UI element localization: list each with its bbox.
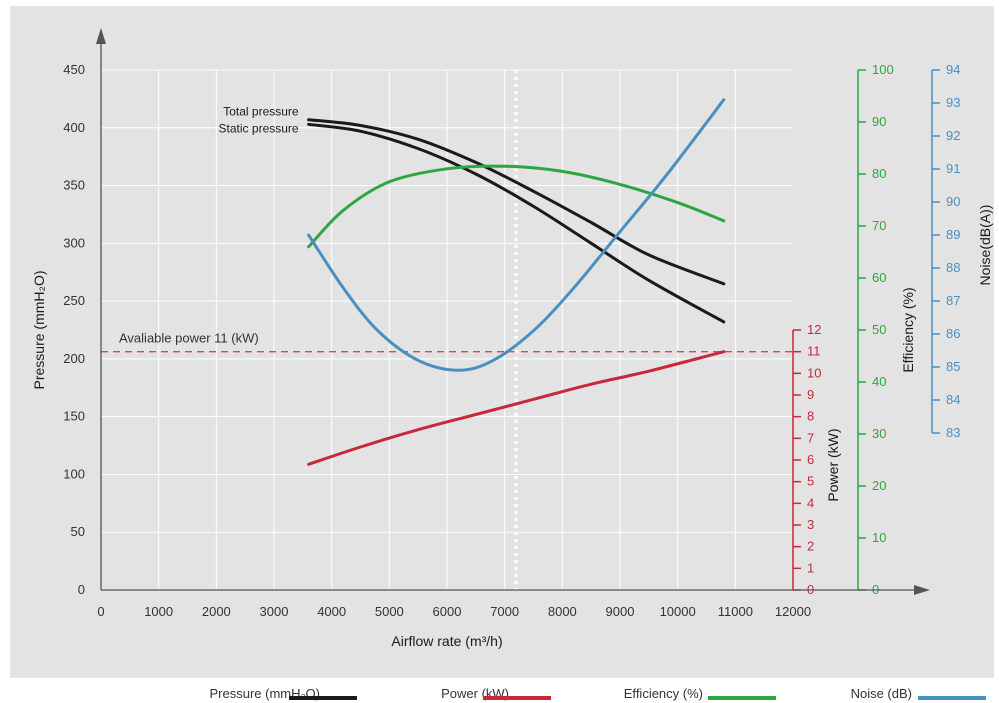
pressure-tick-label-250: 250 — [63, 293, 85, 308]
x-axis-title: Airflow rate (m³/h) — [391, 633, 502, 649]
power-tick-label-7: 7 — [807, 430, 814, 445]
axes: 0 1000 2000 3000 4000 5000 6000 7000 8000 9000 100… — [31, 28, 993, 649]
pressure-tick-label-100: 100 — [63, 466, 85, 481]
pressure-tick-label-0: 0 — [78, 582, 85, 597]
noise-tick-label-88: 88 — [946, 260, 960, 275]
efficiency-tick-label-20: 20 — [872, 478, 886, 493]
x-tick-label-3000: 3000 — [260, 604, 289, 619]
x-tick-label-0: 0 — [97, 604, 104, 619]
legend-swatch-pressure-mmh-o — [289, 696, 357, 700]
legend-swatch-noise-db — [918, 696, 986, 700]
power-tick-label-1: 1 — [807, 560, 814, 575]
pressure-axis-title: Pressure (mmH₂O) — [31, 271, 47, 390]
noise-tick-label-87: 87 — [946, 293, 960, 308]
noise-tick-label-84: 84 — [946, 392, 960, 407]
noise-tick-label-85: 85 — [946, 359, 960, 374]
noise-tick-label-89: 89 — [946, 227, 960, 242]
total-pressure-curve — [307, 118, 726, 286]
x-tick-label-7000: 7000 — [490, 604, 519, 619]
legend: Pressure (mmH₂O) Power (kW) Efficiency (%)… — [210, 686, 986, 701]
reference-lines: Avaliable power 11 (kW) — [101, 70, 793, 590]
x-tick-label-2000: 2000 — [202, 604, 231, 619]
pressure-tick-label-300: 300 — [63, 235, 85, 250]
efficiency-tick-label-10: 10 — [872, 530, 886, 545]
efficiency-curve — [307, 164, 726, 249]
x-tick-label-12000: 12000 — [775, 604, 811, 619]
pressure-tick-label-150: 150 — [63, 409, 85, 424]
noise-tick-label-94: 94 — [946, 62, 960, 77]
efficiency-axis-title: Efficiency (%) — [900, 287, 916, 372]
total-pressure-annotation: Total pressure — [223, 105, 299, 119]
power-tick-label-12: 12 — [807, 322, 821, 337]
efficiency-tick-label-30: 30 — [872, 426, 886, 441]
efficiency-tick-label-60: 60 — [872, 270, 886, 285]
legend-swatch-efficiency — [708, 696, 776, 700]
noise-tick-label-90: 90 — [946, 194, 960, 209]
power-tick-label-11: 11 — [807, 344, 821, 359]
power-tick-label-3: 3 — [807, 517, 814, 532]
noise-axis-title: Noise(dB(A)) — [977, 205, 993, 286]
pressure-tick-label-50: 50 — [71, 524, 85, 539]
pressure-tick-label-200: 200 — [63, 351, 85, 366]
power-curve — [307, 350, 726, 466]
available-power-label: Avaliable power 11 (kW) — [119, 331, 259, 346]
legend-label-efficiency: Efficiency (%) — [624, 686, 703, 701]
noise-curve — [307, 98, 726, 372]
efficiency-tick-label-90: 90 — [872, 114, 886, 129]
power-tick-label-10: 10 — [807, 365, 821, 380]
x-tick-label-8000: 8000 — [548, 604, 577, 619]
noise-tick-label-93: 93 — [946, 95, 960, 110]
efficiency-tick-label-40: 40 — [872, 374, 886, 389]
x-tick-label-4000: 4000 — [317, 604, 346, 619]
x-tick-label-1000: 1000 — [144, 604, 173, 619]
power-tick-label-5: 5 — [807, 474, 814, 489]
x-tick-label-5000: 5000 — [375, 604, 404, 619]
noise-tick-label-83: 83 — [946, 425, 960, 440]
chart-background — [10, 6, 994, 678]
static-pressure-annotation: Static pressure — [219, 121, 299, 135]
x-tick-label-6000: 6000 — [433, 604, 462, 619]
power-tick-label-4: 4 — [807, 495, 814, 510]
efficiency-tick-label-50: 50 — [872, 322, 886, 337]
power-tick-label-9: 9 — [807, 387, 814, 402]
legend-swatch-power-kw — [483, 696, 551, 700]
power-tick-label-6: 6 — [807, 452, 814, 467]
efficiency-tick-label-70: 70 — [872, 218, 886, 233]
series — [307, 98, 726, 466]
x-tick-label-9000: 9000 — [606, 604, 635, 619]
grid — [101, 69, 793, 590]
efficiency-tick-label-100: 100 — [872, 62, 894, 77]
pressure-axis-arrow — [96, 28, 106, 44]
labels: Total pressure Static pressure — [219, 105, 299, 136]
pressure-tick-label-400: 400 — [63, 120, 85, 135]
pressure-tick-label-450: 450 — [63, 62, 85, 77]
power-tick-label-2: 2 — [807, 539, 814, 554]
power-tick-label-8: 8 — [807, 409, 814, 424]
noise-tick-label-91: 91 — [946, 161, 960, 176]
x-tick-label-11000: 11000 — [718, 604, 753, 619]
static-pressure-curve — [307, 122, 726, 324]
legend-label-noise-db: Noise (dB) — [851, 686, 912, 701]
x-tick-label-10000: 10000 — [660, 604, 696, 619]
pressure-tick-label-350: 350 — [63, 178, 85, 193]
noise-tick-label-92: 92 — [946, 128, 960, 143]
power-axis-title: Power (kW) — [825, 428, 841, 501]
noise-tick-label-86: 86 — [946, 326, 960, 341]
efficiency-tick-label-80: 80 — [872, 166, 886, 181]
x-axis-arrow — [914, 585, 930, 595]
